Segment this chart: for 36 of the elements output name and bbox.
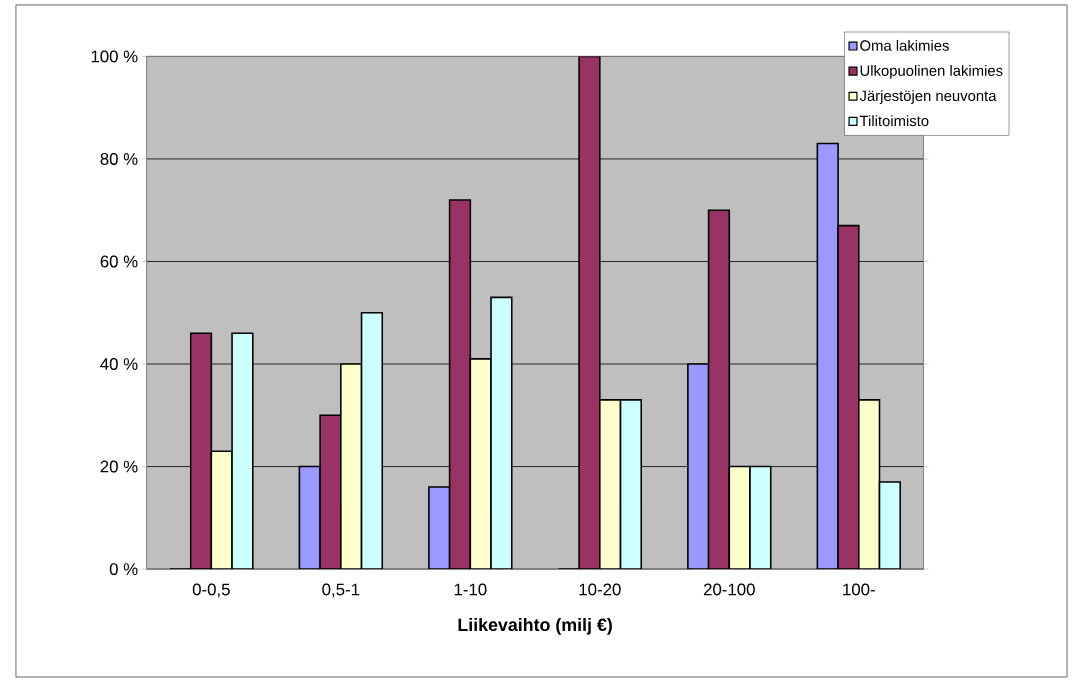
bar (728, 465, 751, 570)
bar (361, 312, 383, 570)
legend-label: Ulkopuolinen lakimies (860, 65, 1003, 79)
legend-label: Tilitoimisto (859, 115, 929, 127)
x-tick-label: 10-20 (579, 583, 621, 596)
x-tick-label: 1-10 (454, 583, 487, 596)
bar (707, 209, 731, 570)
y-tick-label: 20 % (100, 460, 138, 473)
y-tick-label: 0 % (109, 563, 138, 576)
bar (469, 358, 492, 570)
bar (189, 332, 213, 570)
y-tick-label: 100 % (91, 50, 138, 63)
bar (490, 296, 513, 570)
bar (578, 56, 601, 570)
bar (340, 364, 362, 570)
bar (599, 399, 622, 570)
x-axis-title: Liikevaihto (milj €) (458, 618, 612, 635)
legend-label: Järjestöjen neuvonta (859, 90, 997, 104)
bar (210, 450, 233, 570)
y-tick-label: 40 % (100, 358, 138, 371)
bar (619, 399, 643, 570)
bar (749, 465, 772, 570)
x-tick-label: 0-0,5 (192, 583, 230, 598)
bar (858, 399, 881, 570)
x-tick-label: 20-100 (703, 583, 755, 596)
y-tick-label: 60 % (100, 255, 138, 268)
bar (816, 142, 839, 570)
bar (448, 199, 472, 570)
bar (231, 332, 254, 570)
legend-label: Oma lakimies (860, 39, 949, 51)
y-tick-label: 80 % (100, 153, 138, 165)
bar (687, 363, 710, 570)
x-tick-label: 100- (843, 583, 875, 596)
bar (837, 224, 860, 570)
x-tick-label: 0,5-1 (322, 583, 360, 598)
bar (299, 466, 321, 570)
